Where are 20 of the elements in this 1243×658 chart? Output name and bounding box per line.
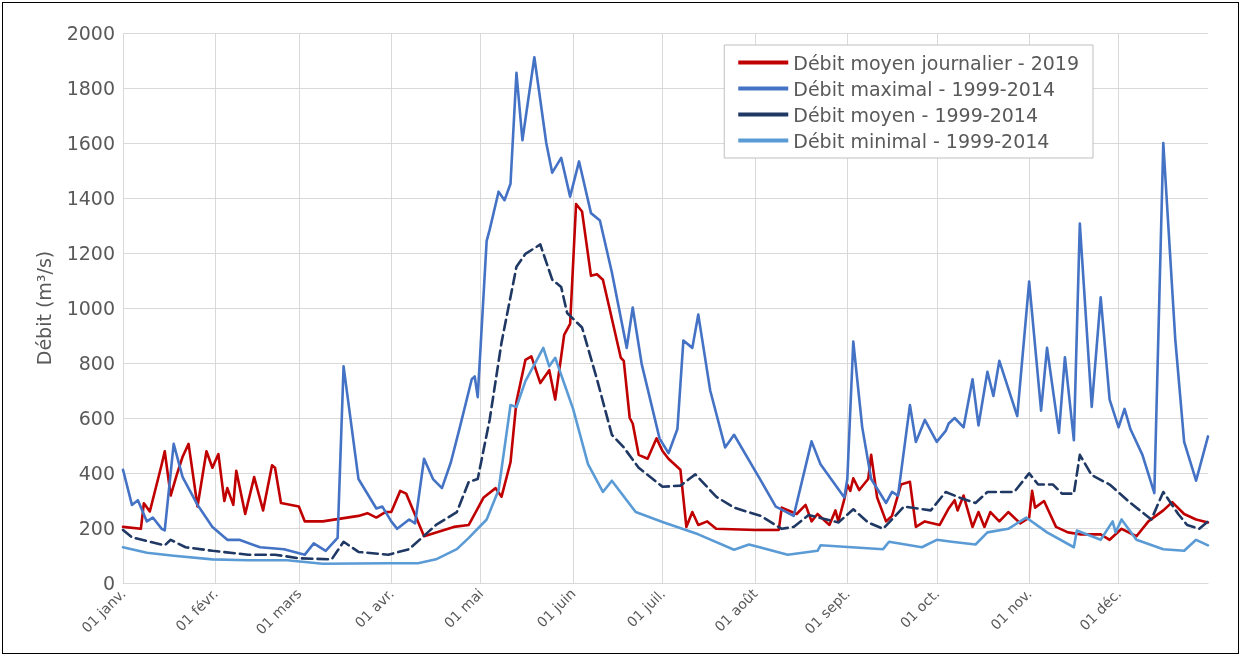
y-tick-label: 600 bbox=[78, 407, 115, 429]
y-tick-label: 400 bbox=[78, 462, 115, 484]
legend-label: Débit moyen journalier - 2019 bbox=[793, 51, 1080, 74]
y-tick-label: 2000 bbox=[66, 22, 115, 44]
legend-label: Débit minimal - 1999-2014 bbox=[793, 129, 1050, 152]
y-tick-label: 1000 bbox=[66, 297, 115, 319]
x-tick-label: 01 déc. bbox=[1076, 585, 1125, 634]
y-tick-label: 200 bbox=[78, 517, 115, 539]
y-tick-label: 800 bbox=[78, 352, 115, 374]
x-tick-label: 01 avr. bbox=[351, 585, 397, 631]
y-tick-label: 1400 bbox=[66, 187, 115, 209]
y-tick-label: 0 bbox=[102, 572, 115, 594]
x-tick-label: 01 oct. bbox=[896, 585, 943, 631]
x-tick-label: 01 nov. bbox=[987, 585, 1035, 633]
legend-label: Débit maximal - 1999-2014 bbox=[793, 77, 1056, 100]
y-tick-label: 1800 bbox=[66, 77, 115, 99]
y-tick-label: 1200 bbox=[66, 242, 115, 264]
legend-label: Débit moyen - 1999-2014 bbox=[793, 103, 1039, 126]
y-tick-label: 1600 bbox=[66, 132, 115, 154]
y-axis-title: Débit (m³/s) bbox=[32, 250, 55, 366]
